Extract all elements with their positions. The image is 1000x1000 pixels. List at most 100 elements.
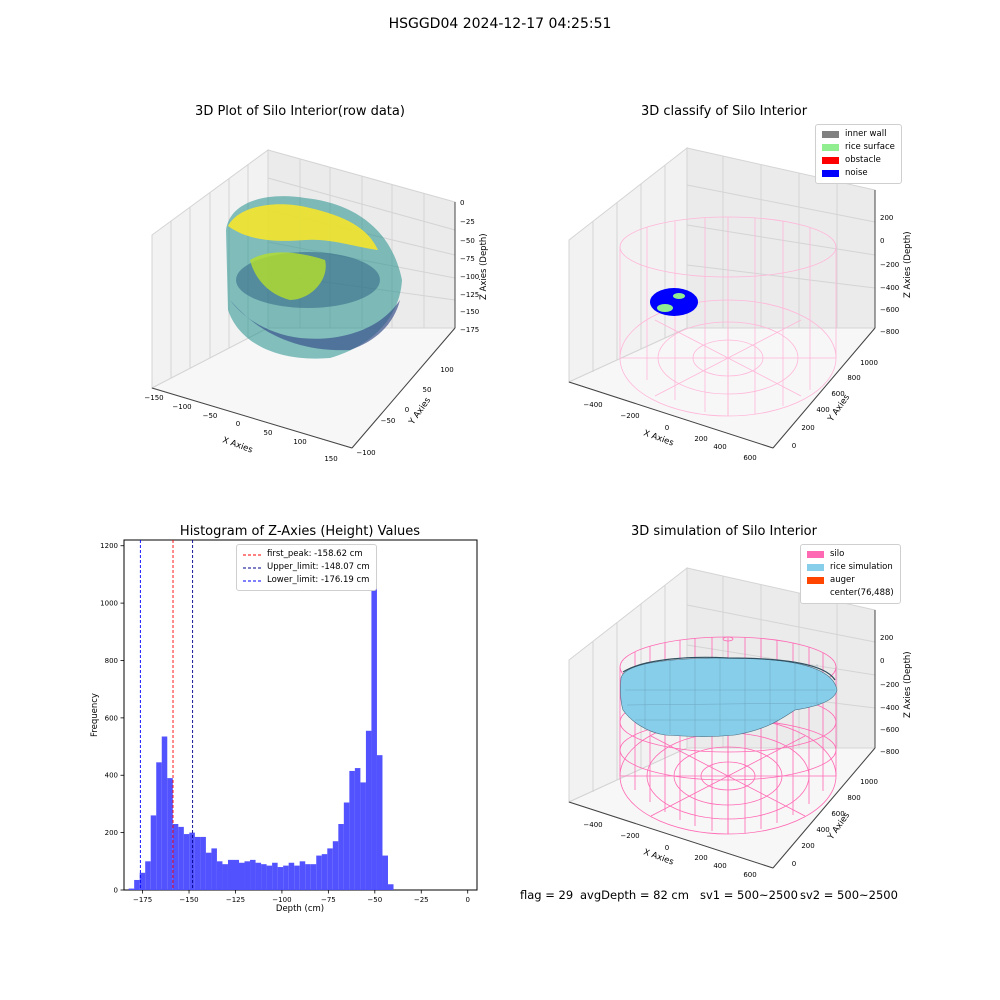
plot1-ytick: −100 [356,449,375,457]
legend-item: auger [807,574,894,587]
histogram-bar [255,862,262,890]
plot1-ztick: −150 [460,308,479,316]
histogram-bar [360,782,366,890]
histogram-bar [216,861,223,890]
histogram-xticks: −175 −150 −125 −100 −75 −50 −25 0 [133,890,470,904]
histogram-bar [222,864,228,890]
plot4-xtick: 200 [694,854,707,862]
legend-item: noise [822,167,895,180]
plot2-title: 3D classify of Silo Interior [640,104,808,119]
histogram-ytick-label: 1200 [100,542,118,550]
histogram-bar [128,888,135,890]
legend-label: noise [845,168,868,178]
plot4-ytick: 0 [792,860,796,868]
plot2-xtick: 400 [713,443,726,451]
histogram-xlabel: Depth (cm) [276,904,324,914]
histogram-bar [272,862,278,890]
plot4-title: 3D simulation of Silo Interior [631,524,817,539]
histogram-ytick-label: 200 [105,829,118,837]
plot1-ztick: −125 [460,291,479,299]
plot1-xtick: −100 [172,403,191,411]
histogram-bar [376,755,383,890]
histogram-xtick-label: −175 [133,896,152,904]
legend-swatch [822,157,839,164]
plot4-xtick: −400 [583,821,602,829]
plot4-ytick: 400 [816,826,829,834]
histogram-bar [283,865,289,890]
plot2-zlabel: Z Axies (Depth) [903,231,913,298]
plot1-xtick: −50 [203,412,218,420]
plot2-ztick: −400 [880,284,899,292]
histogram-bar [299,861,306,890]
legend-label: center(76,488) [830,588,894,598]
plot2-ztick: −600 [880,306,899,314]
plot4-xtick: 0 [665,844,669,852]
legend-item: inner wall [822,128,895,141]
plot4-ztick: −400 [880,704,899,712]
histogram-bar [316,855,322,890]
histogram-xtick-label: 0 [465,896,469,904]
footer-sv2: sv2 = 500~2500 [800,888,898,902]
footer-avg-depth: avgDepth = 82 cm [580,888,689,902]
plot1-zlabel: Z Axies (Depth) [479,233,489,300]
histogram-bar [194,836,201,890]
plot1-xtick: −150 [144,394,163,402]
histogram-vlines [139,540,194,890]
legend-item: silo [807,548,894,561]
footer-flag: flag = 29 [520,888,574,902]
histogram-ytick-label: 0 [114,887,118,895]
histogram-bar [305,864,311,890]
histogram-xtick-label: −125 [226,896,245,904]
legend-item: rice simulation [807,561,894,574]
histogram-ylabel: Frequency [90,693,100,737]
plot1-xtick: 100 [293,438,306,446]
plot1-xtick: 0 [236,420,240,428]
plot1-ztick: −100 [460,273,479,281]
legend-label: rice surface [845,142,895,152]
histogram-xtick-label: −25 [414,896,429,904]
legend-label: silo [830,549,845,559]
plot1-xlabel: X Axies [221,435,254,455]
plot2-ytick: 1000 [860,359,878,367]
histogram-bar [288,862,295,890]
legend-item: Upper_limit: -148.07 cm [243,561,370,574]
histogram-bar [156,762,162,890]
legend-label: rice simulation [830,562,893,572]
plot4-xtick: −200 [620,832,639,840]
plot2-ztick: 200 [880,214,893,222]
legend-swatch [822,144,839,151]
histogram-bar [233,859,240,890]
histogram-bar [239,862,245,890]
plot1-ztick: 0 [460,199,464,207]
plot4-xtick: 600 [743,871,756,879]
plot4-zlabel: Z Axies (Depth) [903,651,913,718]
plot1-axes: −150 −100 −50 0 50 100 150 −100 −50 0 50… [144,149,489,463]
plot2-xtick: −200 [620,412,639,420]
plot2-ytick: 0 [792,442,796,450]
legend-label: Upper_limit: -148.07 cm [267,562,370,572]
legend-item: first_peak: -158.62 cm [243,548,370,561]
histogram-xtick-label: −75 [321,896,336,904]
legend-swatch [807,564,824,571]
histogram-bar [349,770,355,890]
histogram-ytick-label: 400 [105,772,118,780]
histogram-yticks: 0 200 400 600 800 1000 1200 [100,542,124,895]
plot2-ytick: 400 [816,406,829,414]
legend-item: obstacle [822,154,895,167]
legend-item: center(76,488) [807,587,894,600]
histogram-bar [150,815,157,890]
histogram-ytick-label: 800 [105,657,118,665]
histogram-bar [205,852,212,890]
plot4-axes: −400 −200 0 200 400 600 0 200 400 600 80… [567,566,913,879]
histogram-bar [211,848,217,890]
histogram-ytick-label: 600 [105,714,118,722]
legend-item: rice surface [822,141,895,154]
histogram-bar [244,861,251,890]
legend-line [243,580,261,581]
histogram-bar [321,854,328,890]
histogram-bar [227,859,234,890]
plot1-ztick: −25 [460,218,475,226]
histogram-bar [200,836,206,890]
histogram-bar [354,768,361,890]
plot1-ytick: −50 [381,417,396,425]
